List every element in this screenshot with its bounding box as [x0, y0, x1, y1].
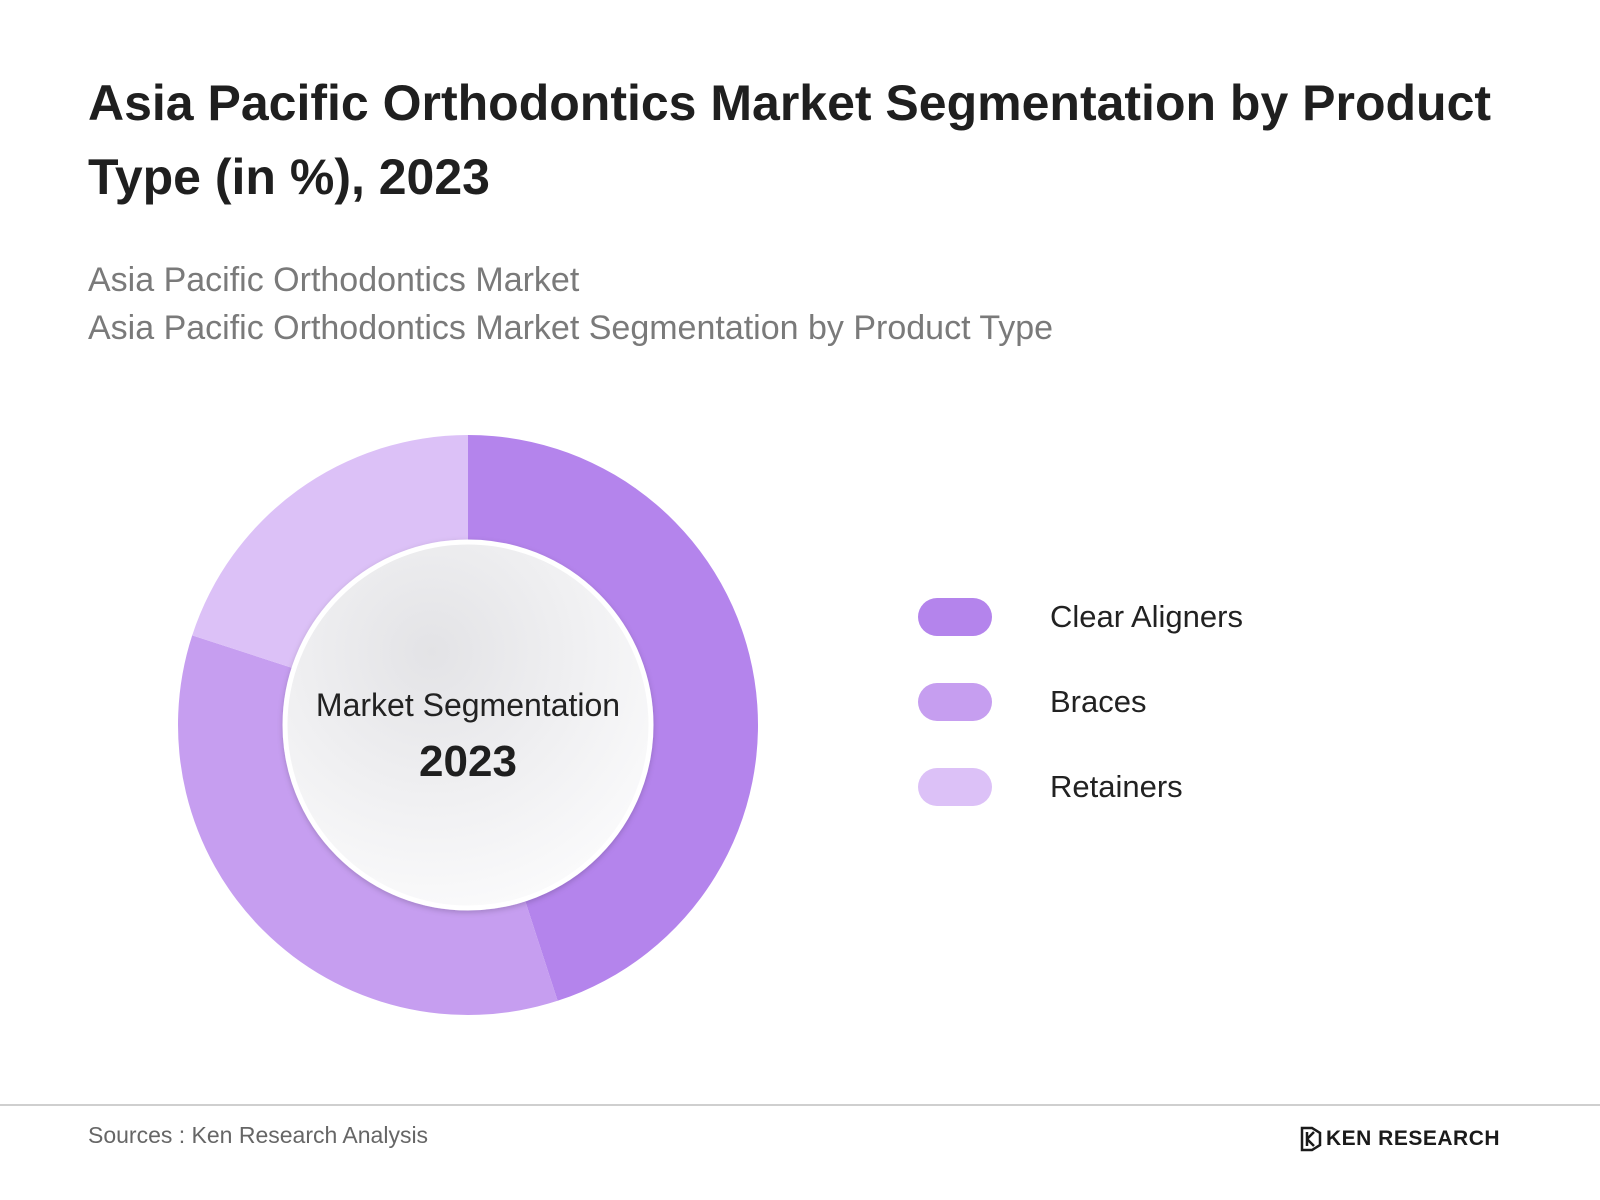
legend-swatch-clear-aligners	[918, 598, 992, 636]
chart-subtitle: Asia Pacific Orthodontics Market Asia Pa…	[88, 256, 1548, 352]
slice-braces	[177, 635, 558, 1016]
slice-clear-aligners	[468, 435, 759, 1001]
subtitle-line-2: Asia Pacific Orthodontics Market Segment…	[88, 309, 1054, 347]
slice-retainers	[192, 435, 468, 669]
legend-label-braces: Braces	[1050, 684, 1147, 719]
footer-divider	[0, 1104, 1600, 1106]
legend-label-retainers: Retainers	[1050, 769, 1183, 804]
donut-center	[282, 539, 654, 911]
subtitle-line-1: Asia Pacific Orthodontics Market	[88, 261, 580, 299]
legend-label-clear-aligners: Clear Aligners	[1050, 599, 1243, 634]
legend-swatch-retainers	[918, 768, 992, 806]
ken-research-logo-icon	[1300, 1126, 1322, 1152]
legend-item-retainers: Retainers	[918, 768, 1418, 808]
center-value: 2023	[419, 737, 517, 786]
donut-slices	[177, 435, 759, 1016]
legend-item-clear-aligners: Clear Aligners	[918, 598, 1418, 638]
ken-research-logo: KEN RESEARCH	[1300, 1124, 1500, 1154]
donut-chart: Market Segmentation 2023	[177, 435, 759, 1016]
chart-title: Asia Pacific Orthodontics Market Segment…	[88, 75, 1492, 205]
legend-item-braces: Braces	[918, 683, 1418, 723]
ken-research-logo-text: KEN RESEARCH	[1326, 1127, 1501, 1150]
source-note: Sources : Ken Research Analysis	[88, 1122, 429, 1148]
legend-swatch-braces	[918, 683, 992, 721]
center-label: Market Segmentation	[316, 687, 620, 723]
